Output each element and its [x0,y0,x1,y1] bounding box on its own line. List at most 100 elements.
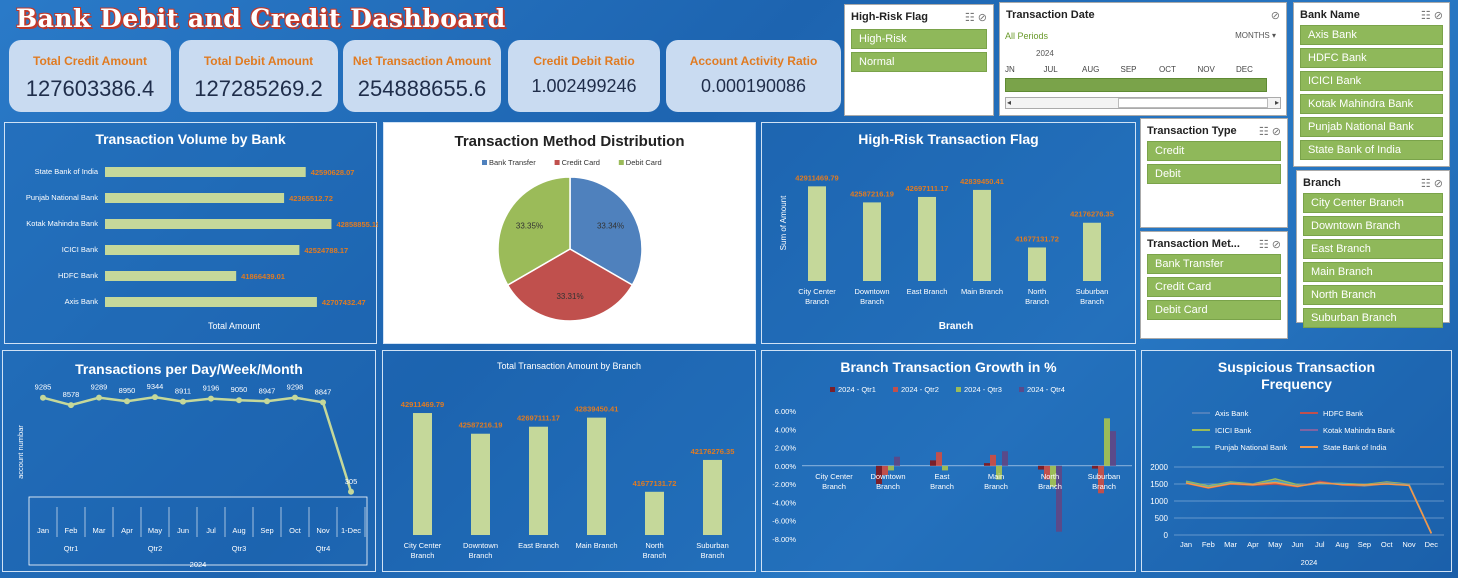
axis-frame [28,496,368,566]
data-label: 42707432.47 [322,298,366,307]
x-tick-label: City Center [404,541,442,550]
slicer-item-downtown[interactable]: Downtown Branch [1303,216,1443,236]
x-tick-label: Jun [1291,540,1303,549]
scrollbar-thumb[interactable] [1118,98,1268,108]
x-tick-label: Branch [860,297,884,306]
kpi-total-credit: Total Credit Amount 127603386.4 [9,40,171,112]
data-point [152,394,158,401]
bar [413,413,432,535]
slicer-filter-icons[interactable]: ☷ ⊘ [1258,126,1281,138]
chart-title: Branch Transaction Growth in % [840,359,1057,375]
x-tick-label: North [1041,472,1059,481]
kpi-label: Total Debit Amount [203,54,314,68]
legend-swatch [618,160,624,165]
slice-label: 33.35% [516,222,543,231]
slicer-item-pnb[interactable]: Punjab National Bank [1300,117,1443,137]
timeline-month-labels: JN JUL AUG SEP OCT NOV DEC [1005,65,1273,75]
timeline-month-label[interactable]: JN [1005,65,1015,74]
bar [990,454,996,466]
x-tick-label: Suburban [696,541,729,550]
y-tick-label: 6.00% [775,407,797,416]
slicer-item-normal[interactable]: Normal [851,52,987,72]
x-tick-label: Downtown [854,287,889,296]
bar [888,465,894,471]
x-tick-label: Sep [1358,540,1371,549]
slicer-item-high-risk[interactable]: High-Risk [851,29,987,49]
y-tick-label: Kotak Mahindra Bank [26,219,98,228]
slicer-high-risk-flag: High-Risk Flag ☷ ⊘ High-Risk Normal [844,4,994,116]
dashboard-title: Bank Debit and Credit Dashboard [16,4,506,33]
bar [703,459,722,535]
timeline-month-label[interactable]: SEP [1120,65,1137,74]
timeline-selection-bar[interactable] [1005,78,1267,92]
chart-title: Suspicious Transaction Frequency [1217,359,1376,392]
timeline-month-label[interactable]: AUG [1082,65,1100,74]
kpi-value: 127285269.2 [194,76,323,101]
bar [936,452,942,466]
data-label: 42839450.41 [575,405,619,414]
timeline-mode-label: MONTHS [1235,31,1270,40]
timeline-month-label[interactable]: DEC [1236,65,1253,74]
bar [105,193,285,203]
chart-svg: State Bank of India 42590628.07 Punjab Nat… [26,167,378,331]
chart-transactions-per-period: Transactions per Day/Week/Month 9285 8578… [2,350,376,572]
data-point [292,394,298,401]
slicer-item-hdfc-bank[interactable]: HDFC Bank [1300,48,1443,68]
timeline-month-label[interactable]: JUL [1043,65,1058,74]
bar [984,463,990,466]
x-tick-label: May [148,526,162,535]
slicer-item-icici-bank[interactable]: ICICI Bank [1300,71,1443,91]
timeline-title: Transaction Date [1006,9,1095,21]
scroll-left-icon[interactable]: ◂ [1007,98,1012,107]
slicer-item-debit[interactable]: Debit [1147,164,1281,184]
timeline-scrollbar[interactable]: ◂ ▸ [1005,97,1281,109]
x-tick-label: Main [988,472,1004,481]
slicer-item-main[interactable]: Main Branch [1303,262,1443,282]
slicer-item-sbi[interactable]: State Bank of India [1300,140,1443,160]
x-tick-label: 1-Dec [341,526,361,535]
y-tick-label: Punjab National Bank [26,193,98,202]
data-label: 9050 [231,385,248,394]
series-line [1185,479,1432,534]
slicer-item-credit-card[interactable]: Credit Card [1147,277,1281,297]
chart-suspicious-transaction-frequency: Suspicious Transaction Frequency Axis Ba… [1141,350,1452,572]
kpi-credit-debit-ratio: Credit Debit Ratio 1.002499246 [508,40,660,112]
legend-label: Credit Card [562,158,600,167]
timeline-month-label[interactable]: OCT [1159,65,1176,74]
slicer-item-suburban[interactable]: Suburban Branch [1303,308,1443,328]
kpi-value: 1.002499246 [531,76,637,96]
slicer-item-credit[interactable]: Credit [1147,141,1281,161]
slicer-filter-icons[interactable]: ☷ ⊘ [1258,239,1281,251]
slicer-filter-icons[interactable]: ☷ ⊘ [964,12,987,24]
slicer-item-city-center[interactable]: City Center Branch [1303,193,1443,213]
x-tick-label: Jan [37,526,49,535]
y-tick-label: HDFC Bank [58,271,98,280]
timeline-month-label[interactable]: NOV [1197,65,1215,74]
slicer-item-axis-bank[interactable]: Axis Bank [1300,25,1443,45]
kpi-value: 254888655.6 [357,76,487,101]
slicer-item-debit-card[interactable]: Debit Card [1147,300,1281,320]
slicer-item-east[interactable]: East Branch [1303,239,1443,259]
x-tick-label: North [645,541,663,550]
quarter-label: Qtr1 [64,544,79,553]
slicer-item-bank-transfer[interactable]: Bank Transfer [1147,254,1281,274]
kpi-account-activity-ratio: Account Activity Ratio 0.000190086 [666,40,841,112]
slicer-title: Transaction Type [1147,125,1237,137]
x-tick-label: Branch [805,297,829,306]
slicer-item-kotak-bank[interactable]: Kotak Mahindra Bank [1300,94,1443,114]
legend-label: Punjab National Bank [1215,443,1287,452]
chart-svg: Axis Bank HDFC Bank ICICI Bank Kotak Mahind… [1150,409,1444,567]
timeline-mode-dropdown[interactable]: MONTHS ▾ [1235,31,1276,40]
slicer-filter-icons[interactable]: ☷ ⊘ [1420,178,1443,190]
kpi-label: Credit Debit Ratio [533,54,635,68]
y-tick-label: -6.00% [772,517,796,526]
chart-transaction-volume-by-bank: Transaction Volume by Bank State Bank of… [4,122,378,344]
year-label: 2024 [190,560,207,569]
timeline-all-periods: All Periods [1005,31,1049,41]
scroll-right-icon[interactable]: ▸ [1274,98,1279,107]
y-axis-label: account numbar [16,425,25,479]
slicer-filter-icons[interactable]: ☷ ⊘ [1420,10,1443,22]
slicer-item-north[interactable]: North Branch [1303,285,1443,305]
legend-label: State Bank of India [1323,443,1387,452]
clear-filter-icon[interactable]: ⊘ [1270,10,1280,22]
